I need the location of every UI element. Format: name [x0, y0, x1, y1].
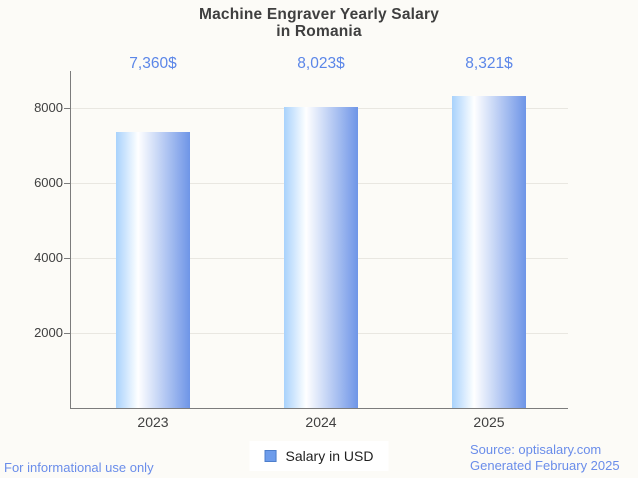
y-tick-2000 [64, 333, 70, 334]
y-axis-label-6000: 6000 [34, 175, 63, 190]
bar-2023 [116, 132, 190, 408]
y-axis-label-4000: 4000 [34, 250, 63, 265]
y-axis-label-2000: 2000 [34, 325, 63, 340]
chart-title: Machine Engraver Yearly Salary in Romani… [0, 6, 638, 40]
y-tick-4000 [64, 258, 70, 259]
y-tick-6000 [64, 183, 70, 184]
bar-2025 [452, 95, 526, 408]
y-axis-label-8000: 8000 [34, 100, 63, 115]
source-line[interactable]: Source: optisalary.com [470, 442, 602, 457]
legend-swatch-icon [264, 450, 277, 462]
chart-title-line1: Machine Engraver Yearly Salary [198, 6, 440, 23]
legend-label: Salary in USD [285, 448, 374, 464]
value-label-2023: 7,360$ [129, 55, 177, 72]
value-label-2025: 8,321$ [465, 55, 513, 72]
x-axis-label-2025: 2025 [473, 414, 505, 430]
source-note[interactable]: Source: optisalary.com Generated Februar… [470, 442, 620, 474]
value-label-2024: 8,023$ [297, 55, 345, 72]
disclaimer-text: For informational use only [4, 460, 154, 475]
x-axis-label-2024: 2024 [305, 414, 337, 430]
chart-title-line2: in Romania [276, 23, 362, 40]
bar-2024 [284, 107, 358, 408]
y-axis-line [70, 71, 71, 408]
x-axis-line [70, 408, 568, 409]
y-tick-8000 [64, 108, 70, 109]
generated-line: Generated February 2025 [470, 458, 620, 473]
x-axis-label-2023: 2023 [137, 414, 169, 430]
legend: Salary in USD [249, 441, 389, 471]
